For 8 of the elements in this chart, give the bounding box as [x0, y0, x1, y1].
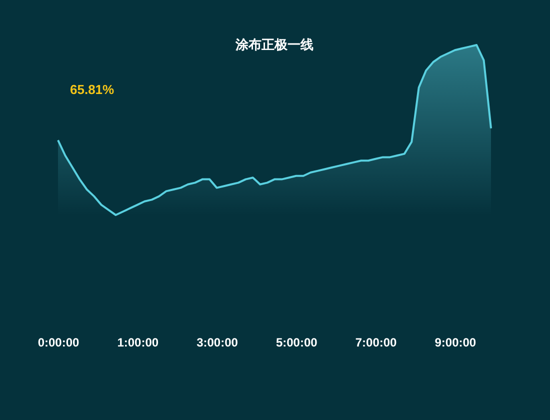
x-tick-label: 3:00:00	[196, 336, 238, 350]
annotation: 65.81%	[70, 82, 115, 97]
chart-title: 涂布正极一线	[234, 37, 314, 52]
x-tick-label: 1:00:00	[117, 336, 159, 350]
x-tick-label: 9:00:00	[434, 336, 476, 350]
x-tick-label: 7:00:00	[355, 336, 398, 350]
x-tick-label: 5:00:00	[276, 336, 318, 350]
x-tick-label: 0:00:00	[38, 336, 80, 350]
